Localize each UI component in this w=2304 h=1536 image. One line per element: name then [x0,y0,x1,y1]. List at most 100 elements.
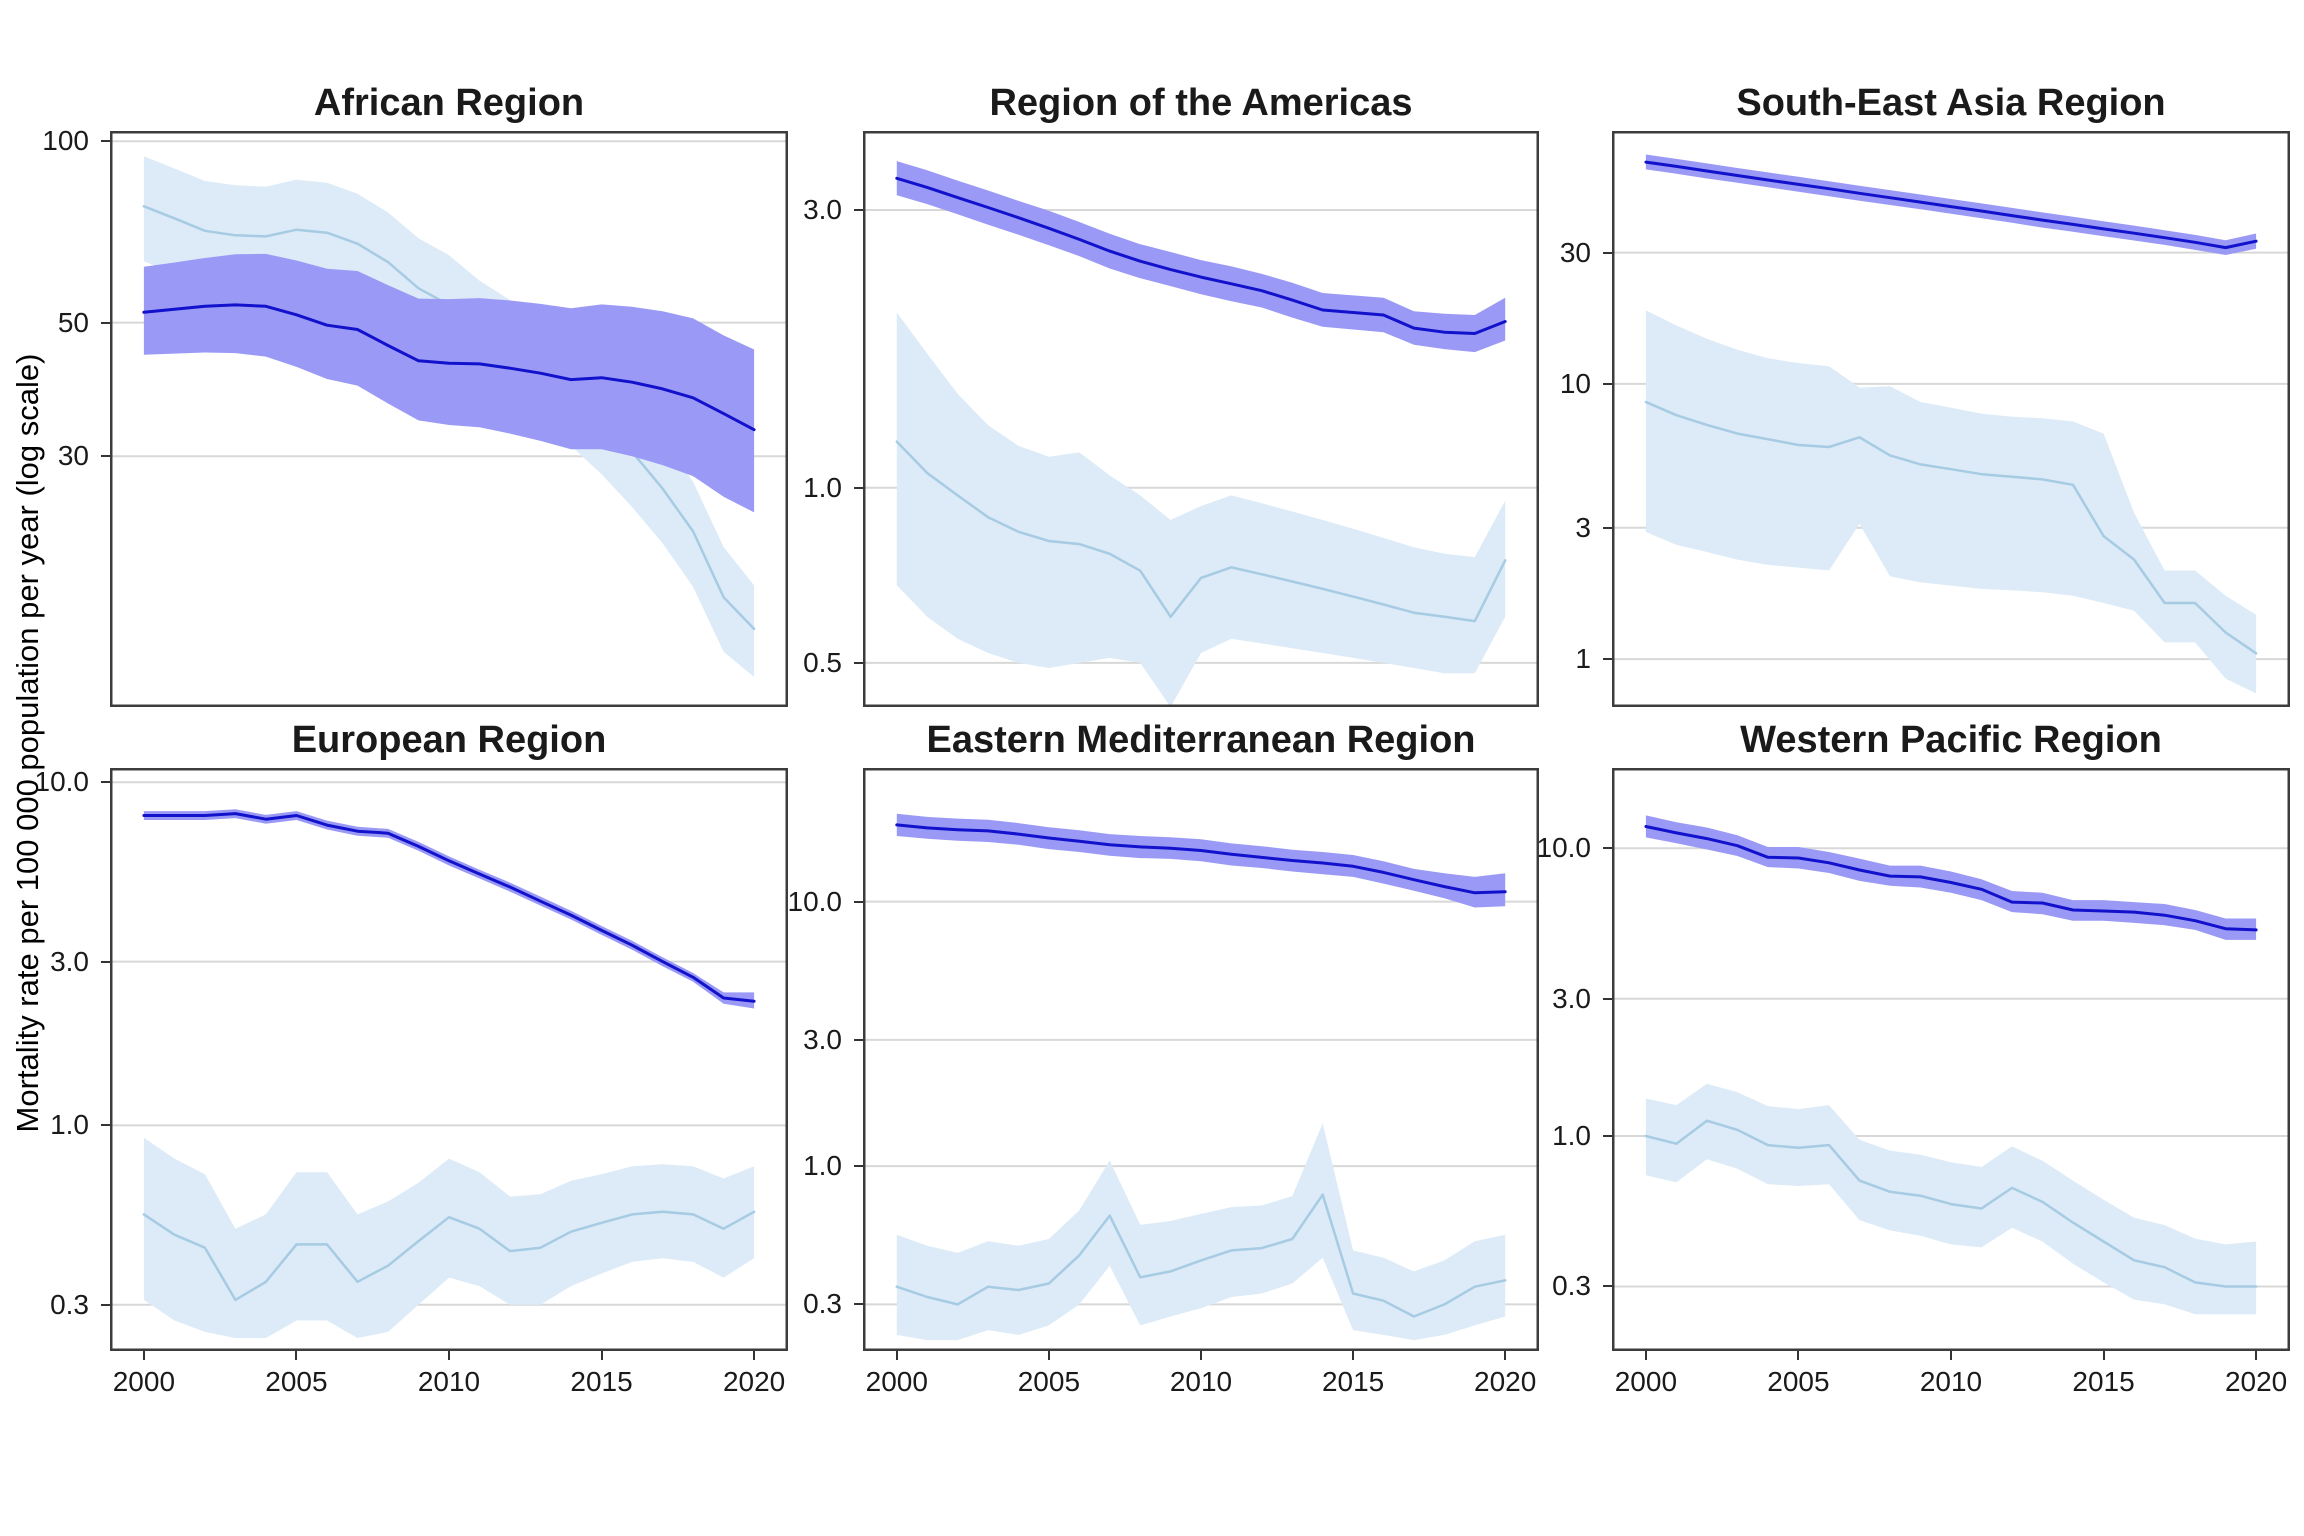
y-tick-label: 1.0 [803,471,842,503]
x-tick-mark [600,1351,603,1360]
x-tick-mark [895,1351,898,1360]
panel-border [863,131,1539,707]
x-tick-mark [1950,1351,1952,1360]
x-tick-label: 2015 [570,1366,633,1397]
x-tick-label: 2005 [265,1366,328,1397]
y-tick-label: 3.0 [803,193,842,225]
x-tick-mark [2255,1351,2258,1360]
y-tick-label: 30 [57,440,89,472]
x-tick-mark [753,1351,756,1360]
trend-line-dark-western-pacific-region [1644,825,2258,932]
y-tick-label: 0.3 [50,1288,89,1320]
trend-line-dark-african-region [142,303,756,432]
x-tick-label: 2010 [1169,1366,1233,1397]
y-tick-label: 1.0 [803,1150,842,1182]
x-tick-label: 2010 [417,1366,481,1397]
y-tick-mark [101,960,110,963]
chart-svg-region-of-the-americas [863,131,1539,707]
x-tick-label: 2015 [1321,1366,1385,1397]
x-tick-mark [142,1351,145,1360]
trend-line-light-european-region [142,1210,756,1302]
y-tick-label: 0.5 [803,646,842,678]
y-tick-label: 3.0 [50,945,89,977]
chart-svg-eastern-mediterranean-region [863,768,1539,1351]
y-tick-mark [1603,1134,1612,1137]
y-tick-label: 10.0 [1536,832,1592,864]
y-tick-label: 10.0 [34,766,90,798]
y-tick-label: 10 [1559,367,1591,399]
y-tick-mark [1603,658,1612,661]
y-tick-mark [1603,847,1612,850]
panel-border [863,768,1539,1351]
confidence-band-dark-african-region [143,253,755,513]
panel-title-eastern-mediterranean-region: Eastern Mediterranean Region [926,719,1476,761]
trend-line-dark-eastern-mediterranean-region [895,823,1507,895]
y-tick-mark [101,321,110,324]
y-tick-mark [101,1303,110,1306]
trend-line-light-eastern-mediterranean-region [895,1193,1507,1318]
y-tick-label: 0.3 [1552,1270,1591,1302]
panel-border [110,768,788,1351]
y-tick-mark [101,455,110,458]
y-tick-mark [1603,1285,1612,1288]
confidence-band-dark-south-east-asia-region [1645,154,2257,255]
panel-border [1612,131,2290,707]
trend-line-light-south-east-asia-region [1644,400,2258,655]
y-tick-label: 3.0 [1552,982,1591,1014]
trend-line-dark-european-region [142,812,756,1003]
y-tick-label: 1 [1575,643,1591,675]
x-tick-mark [1200,1351,1202,1360]
panel-title-south-east-asia-region: South-East Asia Region [1736,82,2166,124]
y-tick-mark [1603,382,1612,385]
x-tick-label: 2015 [2072,1366,2135,1397]
x-tick-mark [1644,1351,1647,1360]
x-tick-mark [2102,1351,2105,1360]
y-tick-label: 1.0 [1552,1119,1591,1151]
y-tick-mark [854,1303,863,1306]
x-tick-label: 2020 [722,1366,786,1397]
x-tick-label: 2000 [1614,1366,1678,1397]
x-tick-mark [448,1351,450,1360]
x-tick-label: 2010 [1919,1366,1983,1397]
y-tick-mark [1603,526,1612,529]
x-tick-label: 2005 [1767,1366,1830,1397]
y-tick-mark [854,661,863,664]
x-tick-mark [1352,1351,1355,1360]
trend-line-light-region-of-the-americas [895,440,1507,623]
y-tick-label: 10.0 [787,885,843,917]
confidence-band-dark-european-region [143,809,755,1009]
x-tick-mark [1504,1351,1507,1360]
panel-title-african-region: African Region [313,82,585,124]
x-tick-label: 2020 [1474,1366,1537,1397]
confidence-band-light-south-east-asia-region [1645,310,2257,694]
x-tick-label: 2000 [112,1366,176,1397]
x-tick-mark [1797,1351,1800,1360]
confidence-band-light-western-pacific-region [1645,1083,2257,1315]
y-tick-label: 100 [42,125,89,157]
y-tick-label: 3.0 [803,1023,842,1055]
y-tick-label: 50 [57,306,89,338]
chart-svg-western-pacific-region [1612,768,2290,1351]
x-tick-label: 2000 [865,1366,928,1397]
trend-line-light-western-pacific-region [1644,1119,2258,1288]
panel-title-region-of-the-americas: Region of the Americas [989,82,1413,124]
y-tick-label: 0.3 [803,1288,842,1320]
y-tick-mark [101,1124,110,1127]
panel-title-western-pacific-region: Western Pacific Region [1740,719,2162,761]
chart-svg-south-east-asia-region [1612,131,2290,707]
y-tick-mark [101,781,110,784]
y-tick-mark [1603,251,1612,254]
chart-svg-european-region [110,768,788,1351]
confidence-band-light-eastern-mediterranean-region [896,1123,1506,1341]
y-tick-mark [854,1165,863,1168]
chart-svg-african-region [110,131,788,707]
y-tick-label: 1.0 [50,1109,89,1141]
confidence-band-light-european-region [143,1137,755,1338]
y-tick-mark [854,1038,863,1041]
y-tick-label: 3 [1575,511,1591,543]
panel-border [110,131,788,707]
y-tick-mark [854,900,863,903]
x-tick-label: 2005 [1017,1366,1081,1397]
y-tick-label: 30 [1559,236,1591,268]
